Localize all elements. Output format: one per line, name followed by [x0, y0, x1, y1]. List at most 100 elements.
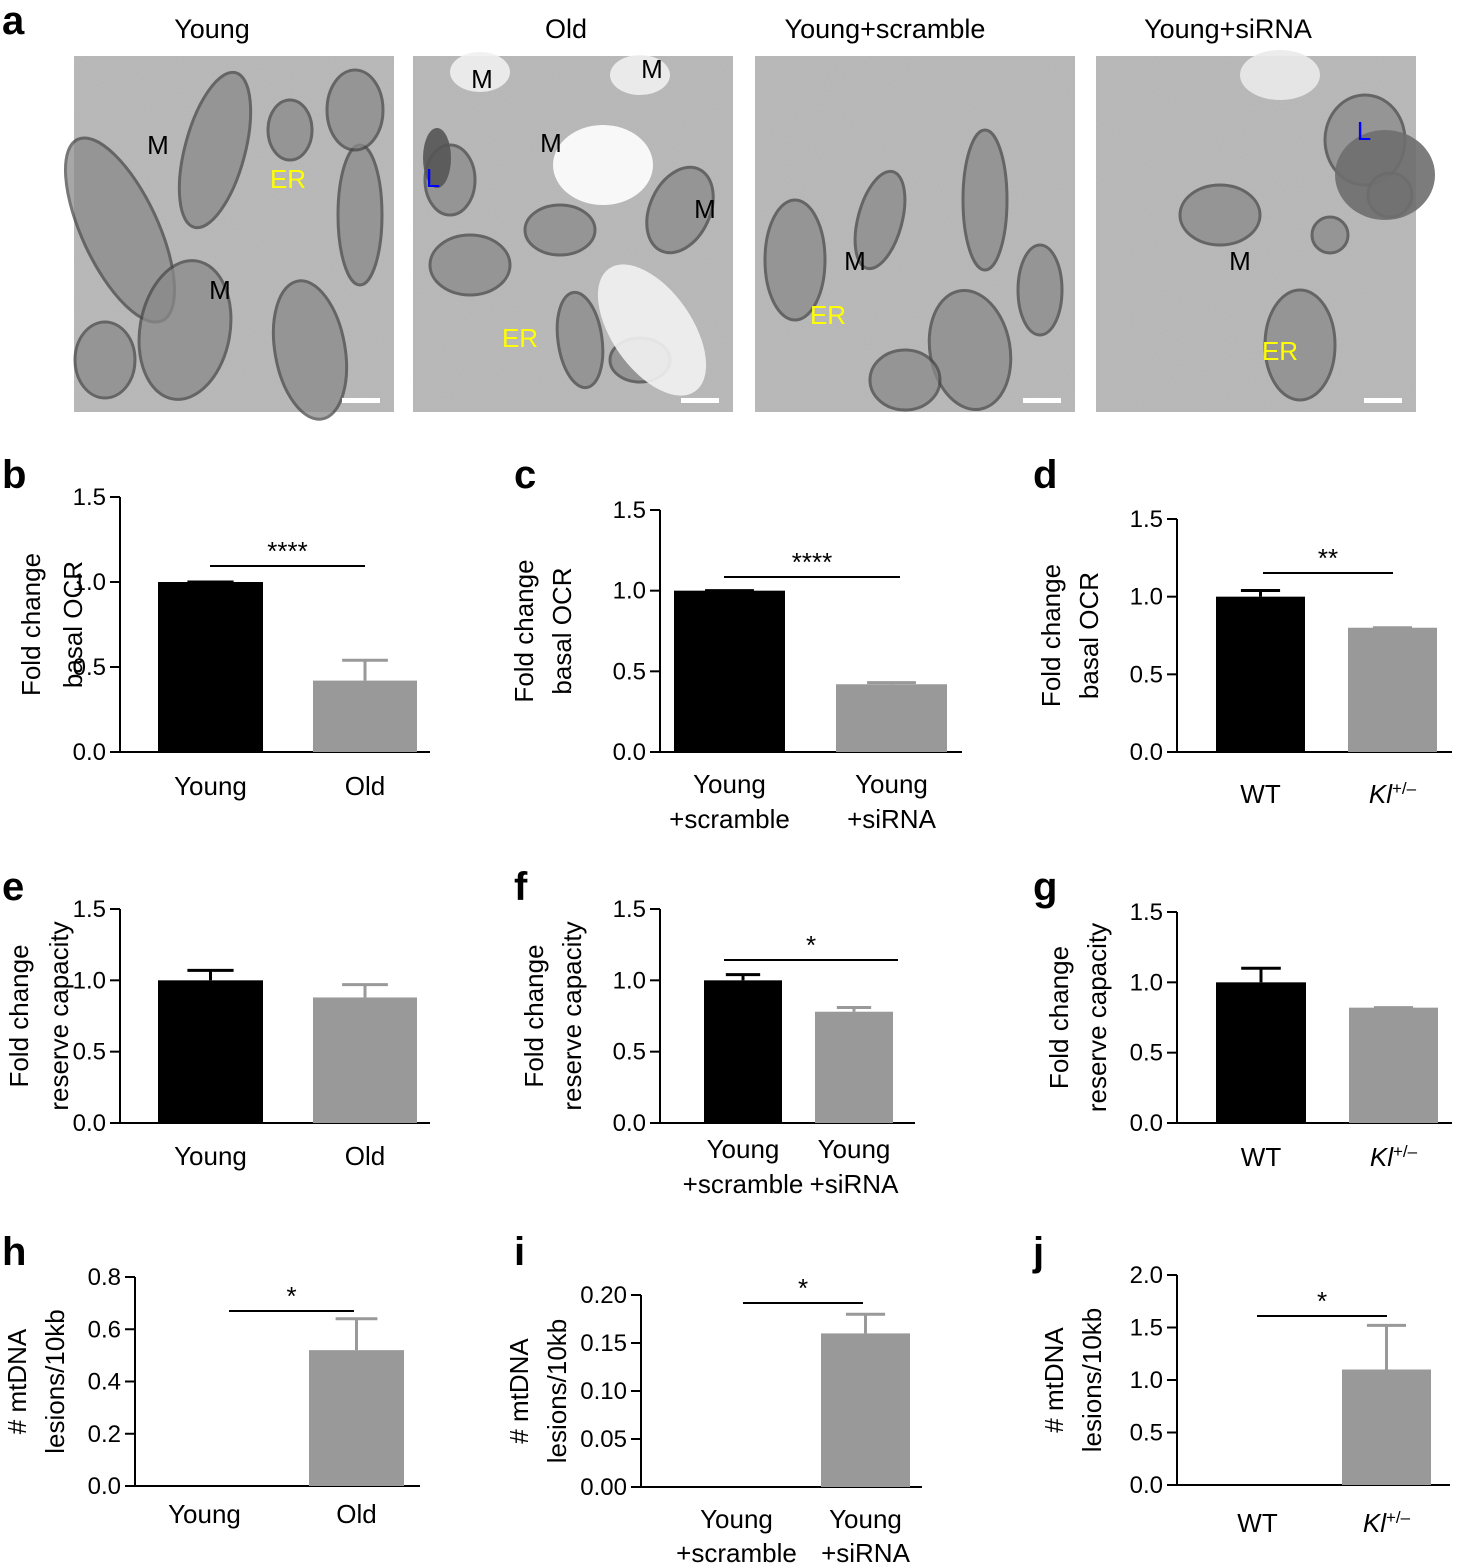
organelle-label: ER: [502, 323, 538, 353]
panel-letter-e: e: [2, 865, 24, 909]
organelle-label: M: [471, 64, 493, 94]
bar: [1216, 982, 1306, 1123]
micrograph-3: Young+scramble M ER: [755, 14, 1075, 412]
organelle-label: M: [209, 275, 231, 305]
organelle-shape: [763, 198, 827, 322]
x-tick-label: +siRNA: [810, 1169, 900, 1199]
bar: [313, 997, 417, 1123]
y-tick-label: 0.5: [73, 654, 106, 681]
y-tick-label: 0.4: [88, 1369, 121, 1396]
y-axis-label: # mtDNA: [504, 1338, 534, 1444]
gene-name: Kl: [1363, 1508, 1387, 1538]
y-tick-label: 0.6: [88, 1316, 121, 1343]
y-tick-label: 0.10: [580, 1378, 627, 1405]
y-tick-label: 1.0: [613, 578, 646, 605]
organelle-label: M: [147, 130, 169, 160]
organelle-shape: [1335, 130, 1435, 220]
organelle-label: M: [844, 246, 866, 276]
y-tick-label: 0.5: [613, 1039, 646, 1066]
chart-j: j # mtDNA lesions/10kb 0.0 0.5 1.0 1.5 2.0 WT Kl+…: [1032, 1230, 1450, 1538]
y-tick-label: 0.5: [73, 1039, 106, 1066]
micrograph-title: Young+scramble: [785, 14, 986, 44]
bar: [1348, 627, 1437, 752]
genotype-superscript: +/–: [1392, 779, 1417, 798]
x-tick-label: Kl+/–: [1370, 1142, 1418, 1173]
organelle-shape: [868, 348, 942, 412]
y-tick-label: 0.0: [1130, 1110, 1163, 1137]
panel-letter-g: g: [1033, 865, 1057, 909]
organelle-shape: [555, 290, 605, 390]
y-tick-label: 1.5: [613, 497, 646, 524]
x-tick-label: Old: [345, 1141, 385, 1171]
organelle-shape: [325, 68, 385, 152]
organelle-shape: [137, 259, 233, 401]
chart-f: f Fold change reserve capacity 0.0 0.5 1.0 1.5…: [514, 865, 915, 1199]
bar: [815, 1011, 893, 1123]
y-tick-label: 0.0: [1130, 739, 1163, 766]
x-tick-label: WT: [1240, 779, 1281, 809]
chart-d: d Fold change basal OCR 0.0 0.5 1.0 1.5 WT Kl+/–…: [1033, 453, 1452, 809]
micrograph-4: Young+siRNA L M ER: [1096, 14, 1435, 412]
bar: [313, 680, 417, 752]
organelle-shape: [553, 125, 653, 205]
y-tick-label: 0.15: [580, 1330, 627, 1357]
panel-letter-d: d: [1033, 453, 1057, 497]
panel-letter-h: h: [2, 1230, 26, 1274]
y-tick-label: 1.0: [73, 569, 106, 596]
genotype-superscript: +/–: [1393, 1142, 1418, 1161]
panel-letter-i: i: [514, 1230, 525, 1274]
x-tick-label: +siRNA: [847, 804, 937, 834]
micrograph-2: Old M M M L M ER: [413, 14, 733, 412]
organelle-label: M: [694, 194, 716, 224]
organelle-label: L: [426, 163, 440, 193]
organelle-shape: [927, 289, 1013, 411]
micrograph-title: Young: [174, 14, 250, 44]
y-tick-label: 1.0: [1130, 1367, 1163, 1394]
panel-letter-j: j: [1032, 1230, 1044, 1274]
significance-marker: *: [1317, 1286, 1327, 1316]
organelle-shape: [645, 165, 715, 255]
bar: [158, 582, 263, 752]
organelle-shape: [336, 143, 384, 287]
significance-marker: *: [798, 1273, 808, 1303]
panel-letter-c: c: [514, 453, 536, 497]
scale-bar: [342, 398, 380, 403]
organelle-label: ER: [810, 300, 846, 330]
y-axis-label: reserve capacity: [1082, 923, 1112, 1112]
x-tick-label: Young: [174, 771, 247, 801]
y-axis-label: lesions/10kb: [1077, 1308, 1107, 1453]
organelle-shape: [177, 70, 253, 230]
micrograph-1: Young M ER M: [63, 14, 394, 421]
organelle-label: M: [1229, 246, 1251, 276]
organelle-shape: [423, 128, 451, 188]
scale-bar: [1023, 398, 1061, 403]
genotype-superscript: +/–: [1386, 1508, 1411, 1527]
y-tick-label: 0.8: [88, 1264, 121, 1291]
chart-i: i # mtDNA lesions/10kb 0.00 0.05 0.10 0.15 0.20…: [504, 1230, 922, 1563]
y-tick-label: 0.0: [88, 1473, 121, 1500]
bar: [158, 980, 263, 1123]
organelle-shape: [1240, 50, 1320, 100]
y-tick-label: 0.5: [1130, 661, 1163, 688]
organelle-shape: [853, 169, 907, 271]
y-axis-label: basal OCR: [1074, 572, 1104, 699]
significance-marker: ****: [267, 536, 307, 566]
y-axis-label: reserve capacity: [44, 921, 74, 1110]
x-tick-label: Young: [174, 1141, 247, 1171]
y-tick-label: 1.0: [613, 967, 646, 994]
x-tick-label: Young: [855, 769, 928, 799]
y-tick-label: 1.5: [1130, 506, 1163, 533]
bar: [309, 1350, 404, 1486]
x-tick-label: Old: [345, 771, 385, 801]
organelle-label: ER: [1262, 336, 1298, 366]
x-tick-label: +siRNA: [821, 1538, 911, 1563]
significance-marker: ****: [792, 547, 832, 577]
panel-letter-f: f: [514, 865, 528, 909]
y-axis-label: Fold change: [1044, 946, 1074, 1089]
micrograph-title: Young+siRNA: [1144, 14, 1312, 44]
significance-marker: **: [1318, 543, 1338, 573]
y-axis-label: reserve capacity: [557, 921, 587, 1110]
y-tick-label: 0.5: [1130, 1420, 1163, 1447]
y-axis-label: lesions/10kb: [40, 1309, 70, 1454]
